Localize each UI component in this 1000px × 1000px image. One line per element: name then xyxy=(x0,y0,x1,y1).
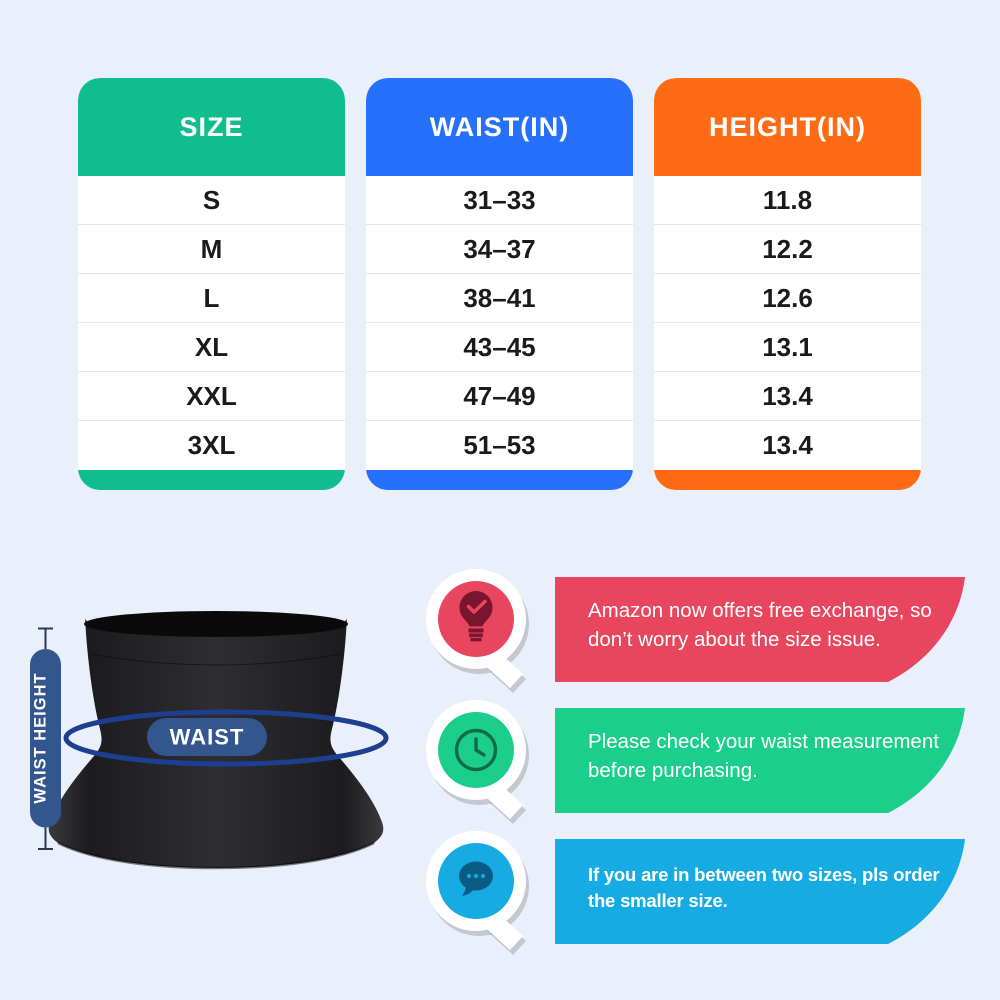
svg-text:WAIST HEIGHT: WAIST HEIGHT xyxy=(32,672,50,803)
svg-text:WAIST: WAIST xyxy=(170,725,245,750)
